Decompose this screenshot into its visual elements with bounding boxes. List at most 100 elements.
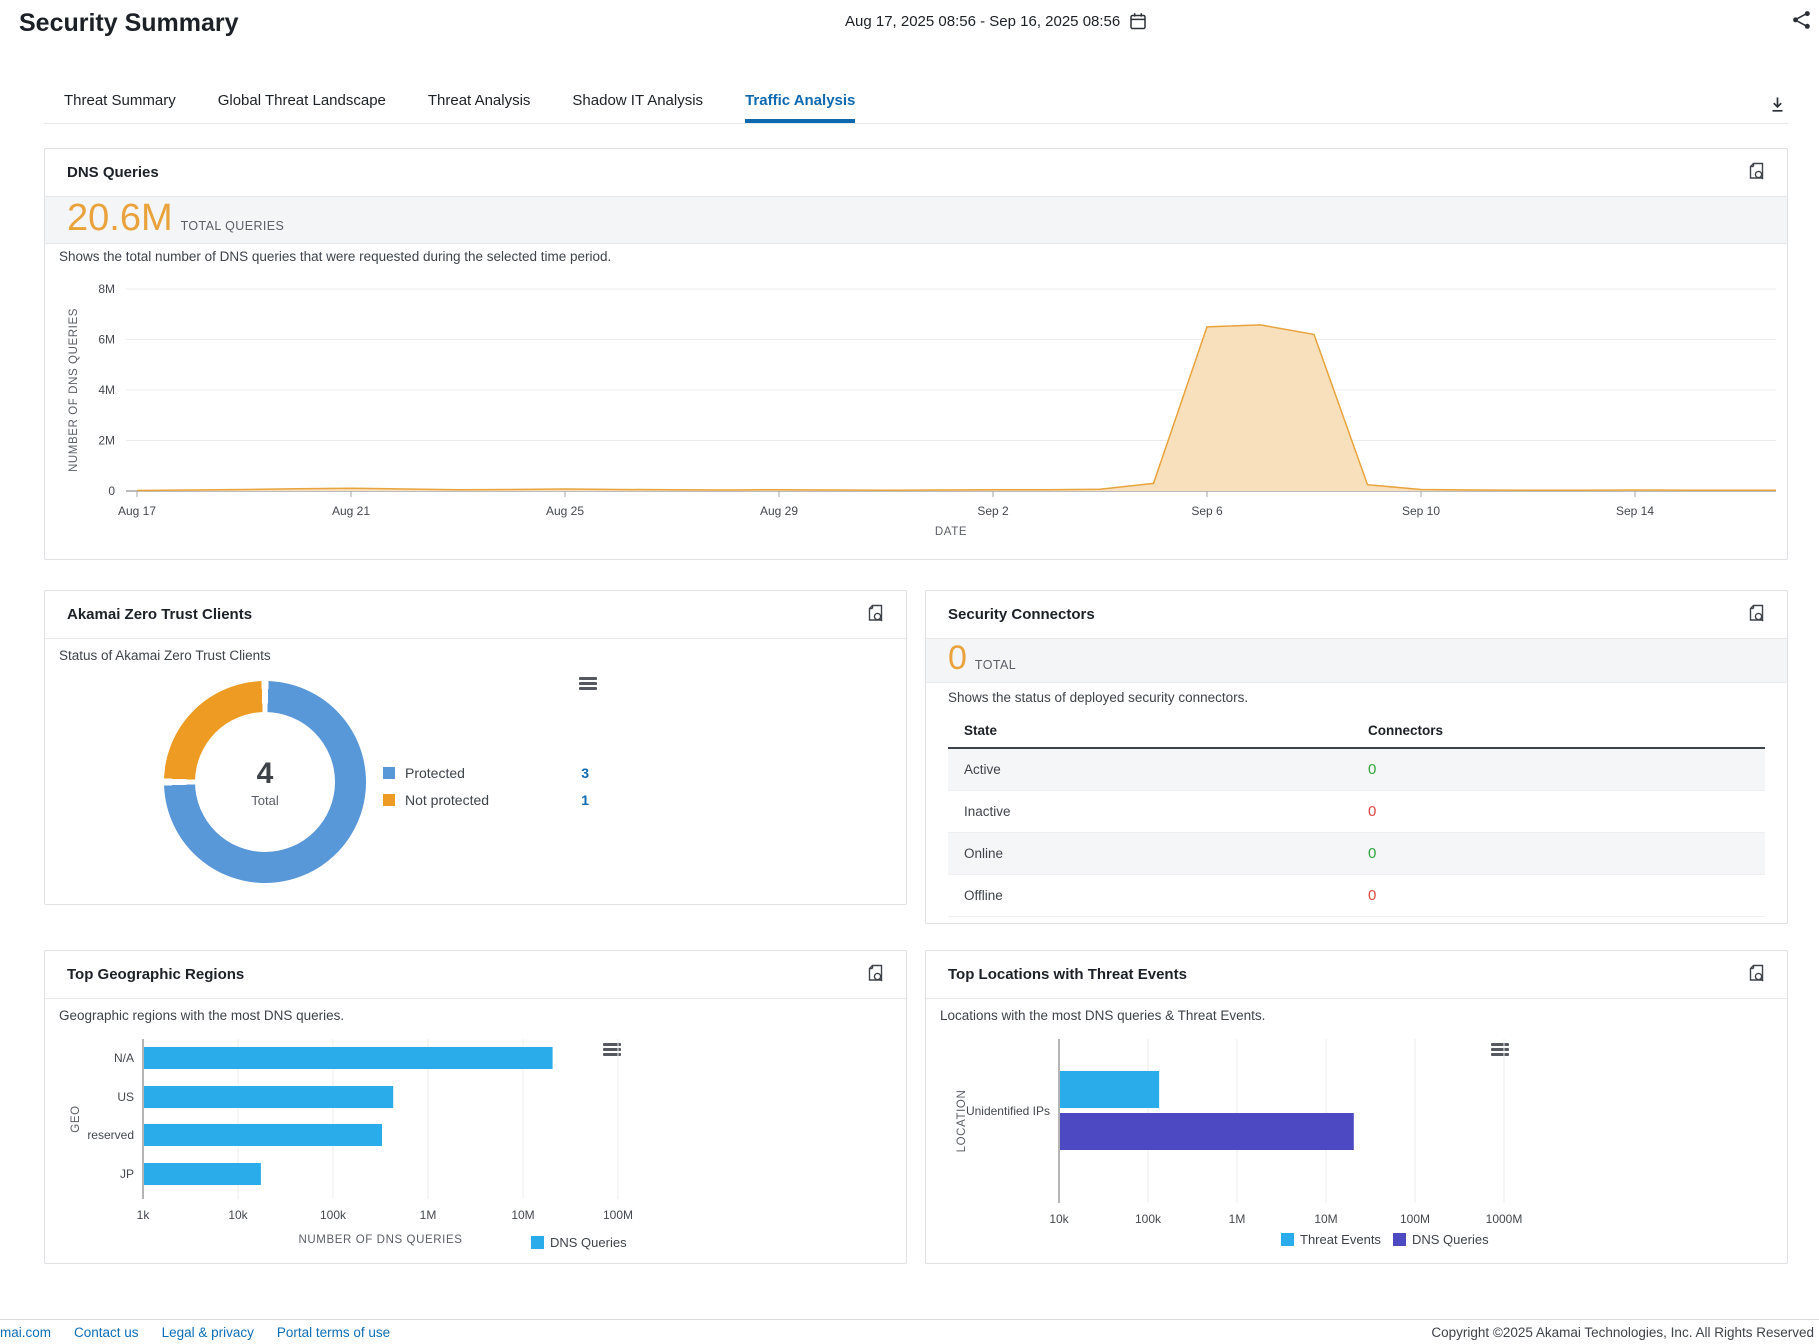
legend-label: Protected (405, 765, 581, 781)
svg-text:2M: 2M (98, 434, 115, 448)
svg-text:100k: 100k (1135, 1212, 1162, 1226)
tab-traffic-analysis[interactable]: Traffic Analysis (745, 92, 855, 123)
footer-link-portal-terms[interactable]: Portal terms of use (277, 1325, 390, 1340)
date-range-text: Aug 17, 2025 08:56 - Sep 16, 2025 08:56 (845, 13, 1120, 30)
state-cell: Offline (948, 888, 1368, 903)
legend-value: 3 (581, 765, 589, 781)
footer-link-contact-us[interactable]: Contact us (74, 1325, 139, 1340)
table-row: Offline 0 (948, 875, 1765, 917)
svg-text:GEO: GEO (70, 1105, 82, 1132)
state-cell: Active (948, 762, 1368, 777)
svg-text:US: US (117, 1090, 134, 1104)
svg-text:N/A: N/A (114, 1051, 134, 1065)
svg-text:1M: 1M (420, 1208, 437, 1222)
security-summary-page: Security Summary Aug 17, 2025 08:56 - Se… (0, 0, 1819, 1344)
table-row: Online 0 (948, 833, 1765, 875)
security-connectors-card: Security Connectors 0 TOTAL Shows the st… (925, 590, 1788, 924)
dns-queries-card: DNS Queries 20.6M TOTAL QUERIES Shows th… (44, 148, 1788, 560)
locations-card-title: Top Locations with Threat Events (948, 966, 1187, 983)
ztc-subtitle: Status of Akamai Zero Trust Clients (59, 648, 271, 663)
dns-queries-area-chart: 02M4M6M8MAug 17Aug 21Aug 25Aug 29Sep 2Se… (51, 271, 1781, 549)
connectors-table: State Connectors Active 0 Inactive 0 Onl… (948, 713, 1765, 917)
tabs-divider (44, 123, 1788, 124)
svg-text:8M: 8M (98, 282, 115, 296)
footer: mai.com Contact us Legal & privacy Porta… (0, 1319, 1819, 1344)
svg-text:Aug 25: Aug 25 (546, 504, 584, 518)
table-body: Active 0 Inactive 0 Online 0 Offline 0 (948, 749, 1765, 917)
report-preview-icon[interactable] (1747, 963, 1767, 986)
svg-text:Unidentified IPs: Unidentified IPs (966, 1104, 1050, 1118)
locations-subtitle: Locations with the most DNS queries & Th… (940, 1008, 1265, 1023)
tab-shadow-it-analysis[interactable]: Shadow IT Analysis (572, 92, 703, 123)
svg-text:1000M: 1000M (1486, 1212, 1523, 1226)
svg-text:Sep 6: Sep 6 (1191, 504, 1223, 518)
donut-total-label: Total (251, 793, 278, 808)
ztc-card-title: Akamai Zero Trust Clients (67, 606, 252, 623)
dns-total-value: 20.6M (67, 197, 173, 240)
legend-value: 1 (581, 792, 589, 808)
svg-text:1M: 1M (1229, 1212, 1246, 1226)
svg-text:10M: 10M (511, 1208, 534, 1222)
svg-text:DATE: DATE (935, 526, 967, 538)
svg-text:4M: 4M (98, 383, 115, 397)
legend-swatch (383, 767, 395, 779)
legend-item-not-protected[interactable]: Not protected 1 (383, 786, 589, 813)
legend-swatch (383, 794, 395, 806)
dns-description: Shows the total number of DNS queries th… (59, 249, 611, 264)
tab-global-threat-landscape[interactable]: Global Threat Landscape (218, 92, 386, 123)
download-icon[interactable] (1768, 95, 1787, 114)
connectors-total-value: 0 (948, 639, 967, 678)
connectors-description: Shows the status of deployed security co… (948, 690, 1248, 705)
geo-subtitle: Geographic regions with the most DNS que… (59, 1008, 344, 1023)
svg-text:Aug 29: Aug 29 (760, 504, 798, 518)
top-locations-card: Top Locations with Threat Events Locatio… (925, 950, 1788, 1264)
report-preview-icon[interactable] (1747, 603, 1767, 626)
state-cell: Online (948, 846, 1368, 861)
svg-text:DNS Queries: DNS Queries (550, 1235, 627, 1250)
tab-bar: Threat Summary Global Threat Landscape T… (64, 92, 855, 123)
connectors-count-cell: 0 (1368, 887, 1376, 904)
connectors-count-cell: 0 (1368, 803, 1376, 820)
svg-text:1k: 1k (137, 1208, 151, 1222)
column-header-connectors: Connectors (1368, 723, 1443, 738)
tab-threat-analysis[interactable]: Threat Analysis (428, 92, 531, 123)
svg-text:reserved: reserved (87, 1128, 134, 1142)
svg-text:NUMBER OF DNS QUERIES: NUMBER OF DNS QUERIES (68, 308, 80, 472)
svg-text:10M: 10M (1314, 1212, 1337, 1226)
zero-trust-donut-chart: 4 Total (164, 681, 366, 883)
page-title: Security Summary (19, 9, 239, 38)
report-preview-icon[interactable] (866, 603, 886, 626)
svg-text:100k: 100k (320, 1208, 347, 1222)
svg-text:10k: 10k (228, 1208, 248, 1222)
svg-text:JP: JP (120, 1167, 134, 1181)
connectors-count-cell: 0 (1368, 845, 1376, 862)
dns-card-title: DNS Queries (67, 164, 159, 181)
footer-link-legal-privacy[interactable]: Legal & privacy (162, 1325, 254, 1340)
chart-menu-icon[interactable] (579, 677, 597, 690)
dns-total-label: TOTAL QUERIES (181, 219, 285, 233)
geo-card-title: Top Geographic Regions (67, 966, 244, 983)
legend-label: Not protected (405, 792, 581, 808)
calendar-icon (1129, 12, 1147, 31)
report-preview-icon[interactable] (1747, 161, 1767, 184)
date-range-picker[interactable]: Aug 17, 2025 08:56 - Sep 16, 2025 08:56 (845, 12, 1147, 31)
state-cell: Inactive (948, 804, 1368, 819)
connectors-card-title: Security Connectors (948, 606, 1095, 623)
table-row: Inactive 0 (948, 791, 1765, 833)
table-row: Active 0 (948, 749, 1765, 791)
connectors-total-label: TOTAL (975, 658, 1016, 672)
footer-link-akamai-com[interactable]: mai.com (0, 1325, 51, 1340)
svg-text:LOCATION: LOCATION (956, 1090, 968, 1153)
table-header-row: State Connectors (948, 713, 1765, 749)
svg-text:100M: 100M (1400, 1212, 1430, 1226)
footer-links: mai.com Contact us Legal & privacy Porta… (0, 1325, 390, 1340)
svg-text:Aug 17: Aug 17 (118, 504, 156, 518)
svg-text:6M: 6M (98, 333, 115, 347)
tab-threat-summary[interactable]: Threat Summary (64, 92, 176, 123)
report-preview-icon[interactable] (866, 963, 886, 986)
locations-bar-chart: 10k100k1M10M100M1000MUnidentified IPsLOC… (941, 1033, 1641, 1263)
svg-text:Sep 2: Sep 2 (977, 504, 1009, 518)
legend-item-protected[interactable]: Protected 3 (383, 759, 589, 786)
share-icon[interactable] (1791, 10, 1812, 30)
geo-regions-bar-chart: 1k10k100k1M10M100MN/AUSreservedJPNUMBER … (61, 1033, 761, 1263)
